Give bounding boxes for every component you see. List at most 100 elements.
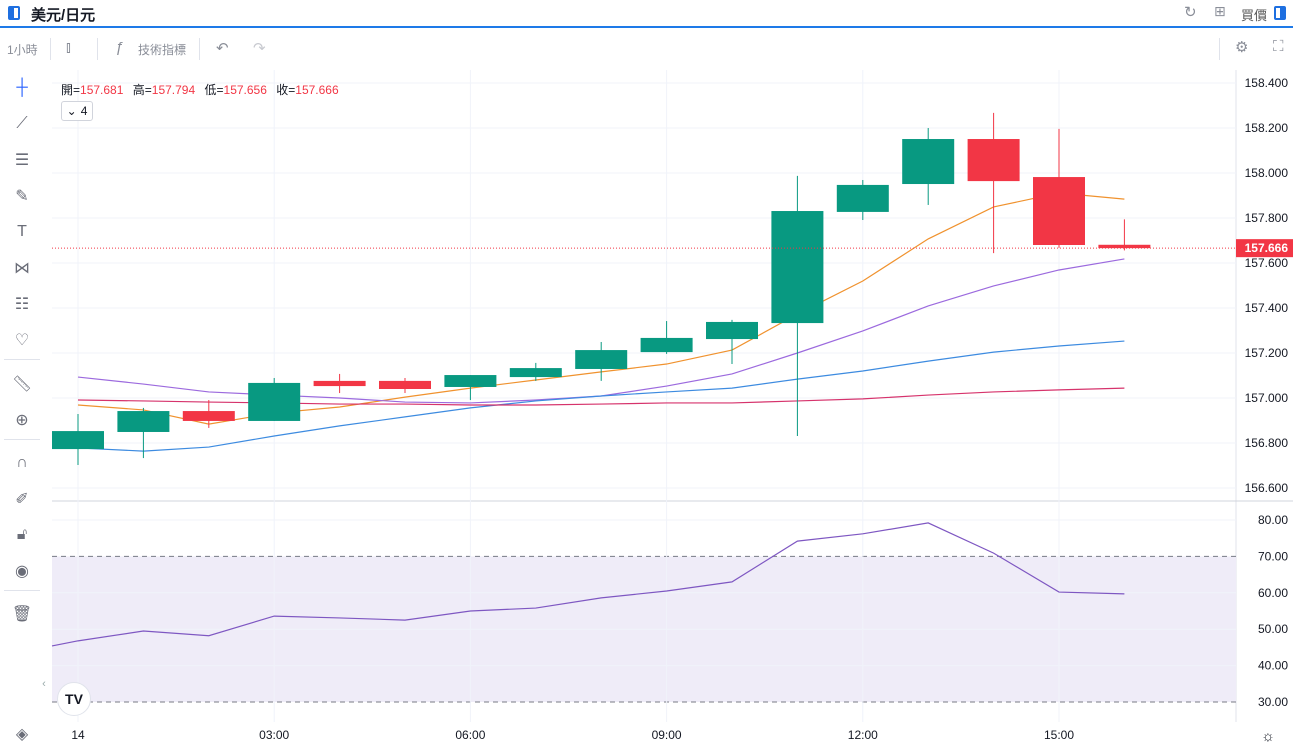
candle-body: [509, 368, 562, 378]
heart-icon[interactable]: ♡: [14, 332, 30, 349]
candle-body: [902, 139, 955, 185]
chart-toolbar: 1小時 ⫾ ƒ 技術指標 ↶ ↷ ⚙ ⛶: [0, 30, 1293, 68]
divider: [4, 439, 40, 440]
drawing-toolbar: ┼ ⟋ ☰ ✎ T ⋈ ☷ ♡ 📏︎ ⊕ ∩ ✐ 🔓︎ ◉ 🗑︎ ‹ ◈: [0, 70, 46, 747]
price-tick: 158.400: [1245, 76, 1289, 90]
high-value: 157.794: [151, 83, 196, 97]
crosshair-icon[interactable]: ┼: [16, 79, 28, 96]
lock-drawing-icon[interactable]: ✐: [15, 491, 29, 508]
rsi-tick: 50.00: [1258, 622, 1288, 636]
candle-body: [836, 184, 889, 212]
time-tick: 09:00: [652, 728, 682, 742]
candle-body: [182, 411, 235, 421]
close-value: 157.666: [295, 83, 339, 97]
ohlc-legend: 開=157.681 高=157.794 低=157.656 收=157.666: [61, 81, 345, 98]
low-label: 低=: [204, 83, 224, 97]
candle-body: [313, 380, 366, 387]
price-tick: 157.200: [1245, 346, 1289, 360]
rsi-tick: 40.00: [1258, 659, 1288, 673]
candle-body: [1033, 177, 1085, 245]
candle-body: [444, 375, 497, 387]
time-tick: 03:00: [259, 728, 289, 742]
eye-icon[interactable]: ◉: [15, 563, 29, 580]
candle-body: [575, 350, 628, 369]
fib-icon[interactable]: ☰: [14, 152, 30, 169]
candle-body: [771, 211, 824, 324]
forecast-icon[interactable]: ☷: [14, 296, 30, 313]
divider: [4, 359, 40, 360]
price-tick: 156.800: [1245, 436, 1289, 450]
close-label: 收=: [276, 83, 296, 97]
indicators-toggle[interactable]: ⌄ 4: [61, 101, 93, 121]
refresh-icon[interactable]: ↻: [1184, 4, 1197, 21]
price-tick: 158.200: [1245, 121, 1289, 135]
candle-body: [706, 321, 758, 340]
undo-icon[interactable]: ↶: [216, 40, 229, 57]
price-tick: 156.600: [1245, 481, 1289, 495]
price-type-button[interactable]: 買價: [1241, 8, 1268, 23]
rsi-line: [51, 522, 1125, 647]
ma-line-ma2: [77, 258, 1125, 404]
rsi-tick: 30.00: [1258, 695, 1288, 709]
pattern-icon[interactable]: ⋈: [14, 260, 30, 277]
indicators-button[interactable]: 技術指標: [138, 43, 187, 57]
rsi-tick: 80.00: [1258, 513, 1288, 527]
trendline-icon[interactable]: ⟋: [16, 115, 28, 132]
text-icon[interactable]: T: [17, 223, 27, 240]
brush-icon[interactable]: ✎: [15, 188, 29, 205]
price-tick: 157.400: [1245, 301, 1289, 315]
open-value: 157.681: [80, 83, 124, 97]
ma-line-ma3: [77, 340, 1125, 452]
interval-button[interactable]: 1小時: [7, 43, 38, 57]
last-price-label-bg: [1236, 239, 1293, 258]
settings-icon[interactable]: ⚙: [1235, 39, 1249, 56]
price-tick: 157.600: [1245, 256, 1289, 270]
redo-icon[interactable]: ↷: [253, 40, 266, 57]
fullscreen-icon[interactable]: ⛶: [1273, 38, 1284, 55]
layout-grid-icon[interactable]: ⊞: [1214, 3, 1226, 19]
candle-body: [52, 431, 104, 450]
scale-settings-icon: ☼: [1261, 728, 1275, 745]
top-bar: 美元/日元 ↻ ⊞ 買價: [0, 0, 1293, 28]
open-label: 開=: [61, 83, 81, 97]
unlock-icon[interactable]: 🔓︎: [16, 526, 28, 543]
collapse-toolbar-icon[interactable]: ‹: [42, 678, 46, 690]
candle-body: [248, 382, 301, 421]
chevron-down-icon: ⌄: [66, 104, 77, 118]
high-label: 高=: [132, 83, 152, 97]
rsi-tick: 70.00: [1258, 549, 1288, 563]
indicator-count: 4: [80, 104, 88, 118]
candle-body: [117, 411, 170, 432]
candlestick-icon[interactable]: ⫾: [66, 39, 71, 56]
candle-body: [379, 380, 431, 389]
rsi-tick: 60.00: [1258, 586, 1288, 600]
layers-icon[interactable]: ◈: [15, 726, 29, 743]
right-panel-icon[interactable]: [1274, 6, 1286, 20]
candle-body: [640, 337, 693, 353]
time-tick: 12:00: [848, 728, 878, 742]
last-price-label: 157.666: [1245, 241, 1289, 255]
magnet-icon[interactable]: ∩: [16, 454, 28, 471]
symbol-title[interactable]: 美元/日元: [31, 7, 96, 24]
price-tick: 157.800: [1245, 211, 1289, 225]
zoom-in-icon[interactable]: ⊕: [15, 412, 29, 429]
divider: [97, 38, 98, 60]
left-panel-icon[interactable]: [8, 6, 20, 20]
time-tick: 06:00: [455, 728, 485, 742]
divider: [199, 38, 200, 60]
fx-icon[interactable]: ƒ: [115, 39, 124, 56]
ma-line-ma1: [77, 192, 1125, 425]
low-value: 157.656: [223, 83, 267, 97]
divider: [1219, 38, 1220, 60]
price-tick: 158.000: [1245, 166, 1289, 180]
time-tick: 14: [71, 728, 85, 742]
divider: [50, 38, 51, 60]
ruler-icon[interactable]: 📏︎: [11, 376, 33, 393]
price-tick: 157.000: [1245, 391, 1289, 405]
trash-icon[interactable]: 🗑︎: [11, 606, 33, 623]
candle-body: [967, 139, 1020, 182]
tradingview-logo[interactable]: TV: [57, 682, 91, 716]
time-tick: 15:00: [1044, 728, 1074, 742]
divider: [4, 590, 40, 591]
